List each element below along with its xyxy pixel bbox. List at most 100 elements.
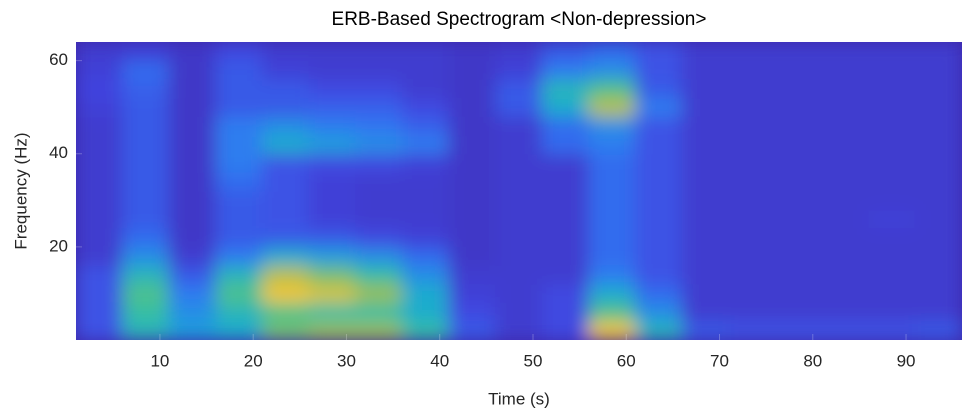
heatmap-cell <box>448 78 497 99</box>
heatmap-cell <box>774 134 823 155</box>
heatmap-cell <box>76 283 124 304</box>
heatmap-cell <box>355 171 403 192</box>
heatmap-cell <box>914 153 962 173</box>
heatmap-cell <box>401 134 450 155</box>
heatmap-cell <box>262 153 310 173</box>
heatmap-cell <box>541 153 590 173</box>
heatmap-cell <box>308 60 357 80</box>
heatmap-cell <box>868 171 916 192</box>
heatmap-cell <box>122 283 170 304</box>
heatmap-cell <box>308 42 357 62</box>
heatmap-cell <box>588 302 637 322</box>
heatmap-cell <box>728 227 776 248</box>
heatmap-cell <box>774 209 823 229</box>
heatmap-cell <box>868 209 916 229</box>
heatmap-cell <box>541 134 590 155</box>
heatmap-cell <box>868 320 916 340</box>
heatmap-cell <box>635 190 683 211</box>
x-tick-label: 20 <box>244 351 263 370</box>
heatmap-cell <box>122 171 170 192</box>
x-tick-label: 40 <box>430 351 449 370</box>
heatmap-cell <box>168 302 217 322</box>
heatmap-cell <box>448 190 497 211</box>
heatmap-cell <box>448 227 497 248</box>
heatmap-cell <box>774 153 823 173</box>
heatmap-cell <box>401 97 450 117</box>
heatmap-cell <box>448 171 497 192</box>
heatmap-cell <box>681 171 730 192</box>
heatmap-cell <box>635 116 683 136</box>
heatmap-cell <box>76 97 124 117</box>
y-tick-label: 60 <box>49 50 68 69</box>
heatmap-cell <box>728 42 776 62</box>
heatmap-cell <box>821 134 870 155</box>
heatmap-cell <box>448 209 497 229</box>
heatmap-cell <box>215 97 264 117</box>
heatmap-cell <box>215 171 264 192</box>
heatmap-cell <box>541 116 590 136</box>
heatmap-cell <box>495 190 543 211</box>
heatmap-cell <box>868 265 916 285</box>
heatmap-cell <box>728 283 776 304</box>
heatmap-cell <box>541 302 590 322</box>
heatmap-cell <box>215 246 264 266</box>
heatmap-cell <box>681 153 730 173</box>
heatmap-cell <box>122 190 170 211</box>
heatmap-cell <box>448 134 497 155</box>
heatmap-cell <box>635 78 683 99</box>
heatmap-cell <box>774 97 823 117</box>
heatmap-cell <box>122 60 170 80</box>
heatmap-cell <box>821 60 870 80</box>
heatmap-cell <box>262 60 310 80</box>
heatmap-cell <box>635 302 683 322</box>
heatmap-cell <box>821 190 870 211</box>
heatmap-cell <box>728 320 776 340</box>
heatmap-cell <box>914 42 962 62</box>
heatmap-cell <box>308 97 357 117</box>
heatmap-cell <box>495 153 543 173</box>
heatmap-cell <box>262 209 310 229</box>
heatmap-cell <box>262 283 310 304</box>
heatmap-cell <box>495 97 543 117</box>
heatmap-cell <box>122 320 170 340</box>
heatmap-cell <box>122 134 170 155</box>
heatmap-cell <box>495 265 543 285</box>
heatmap-cell <box>495 246 543 266</box>
heatmap-cell <box>401 246 450 266</box>
heatmap-cell <box>495 209 543 229</box>
heatmap-cell <box>681 116 730 136</box>
heatmap-cell <box>76 42 124 62</box>
heatmap-cell <box>495 116 543 136</box>
heatmap-cell <box>588 265 637 285</box>
heatmap-cell <box>76 60 124 80</box>
heatmap-cell <box>122 209 170 229</box>
heatmap-cell <box>588 171 637 192</box>
heatmap-cell <box>76 134 124 155</box>
heatmap-cell <box>821 302 870 322</box>
heatmap-cell <box>541 227 590 248</box>
heatmap-cell <box>635 227 683 248</box>
heatmap-cell <box>308 227 357 248</box>
heatmap-cell <box>308 320 357 340</box>
heatmap-cell <box>681 190 730 211</box>
heatmap-cell <box>728 60 776 80</box>
heatmap-cell <box>914 190 962 211</box>
heatmap-cell <box>168 134 217 155</box>
heatmap-cell <box>774 171 823 192</box>
heatmap-cell <box>681 60 730 80</box>
heatmap-cell <box>76 227 124 248</box>
heatmap-cell <box>168 60 217 80</box>
heatmap-cell <box>821 246 870 266</box>
heatmap-cell <box>76 171 124 192</box>
heatmap-cell <box>76 320 124 340</box>
heatmap-cell <box>868 60 916 80</box>
heatmap-cell <box>821 171 870 192</box>
heatmap-cell <box>355 190 403 211</box>
heatmap-cell <box>681 302 730 322</box>
heatmap-cell <box>635 97 683 117</box>
heatmap-cell <box>681 134 730 155</box>
heatmap-cell <box>308 116 357 136</box>
heatmap-cell <box>448 302 497 322</box>
heatmap-cell <box>541 42 590 62</box>
heatmap-cell <box>541 209 590 229</box>
